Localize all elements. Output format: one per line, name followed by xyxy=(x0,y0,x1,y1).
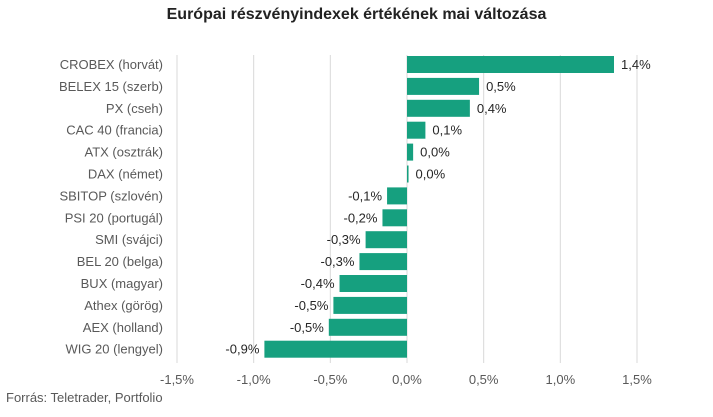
category-label: PX (cseh) xyxy=(106,101,163,116)
category-label: WIG 20 (lengyel) xyxy=(65,342,163,357)
bar xyxy=(407,99,470,117)
category-label: BELEX 15 (szerb) xyxy=(59,79,163,94)
x-tick-label: 1,5% xyxy=(622,372,652,387)
x-tick-label: -1,0% xyxy=(237,372,271,387)
data-label: 0,5% xyxy=(486,79,516,94)
chart-title: Európai részvényindexek értékének mai vá… xyxy=(166,6,547,23)
data-label: 0,4% xyxy=(477,101,507,116)
category-label: SBITOP (szlovén) xyxy=(59,188,163,203)
bar xyxy=(407,165,409,183)
source-note: Forrás: Teletrader, Portfolio xyxy=(6,390,163,405)
x-tick-label: 0,5% xyxy=(469,372,499,387)
bar xyxy=(339,275,407,292)
data-label: -0,4% xyxy=(301,276,335,291)
bar xyxy=(333,296,407,314)
category-label: AEX (holland) xyxy=(83,320,163,335)
data-label: 0,0% xyxy=(420,145,450,160)
bar xyxy=(359,253,407,271)
data-label: 0,1% xyxy=(432,123,462,138)
data-label: -0,5% xyxy=(294,298,328,313)
category-label: CAC 40 (francia) xyxy=(66,123,163,138)
category-label: CROBEX (horvát) xyxy=(60,57,163,72)
x-tick-label: -1,5% xyxy=(160,372,194,387)
data-label: 1,4% xyxy=(621,57,651,72)
x-tick-label: 1,0% xyxy=(546,372,576,387)
bar xyxy=(264,340,407,358)
category-label: DAX (német) xyxy=(88,167,163,182)
data-label: -0,3% xyxy=(327,232,361,247)
x-tick-label: -0,5% xyxy=(313,372,347,387)
data-label: -0,3% xyxy=(320,254,354,269)
data-label: 0,0% xyxy=(416,167,446,182)
bar xyxy=(382,209,407,227)
bar xyxy=(328,318,407,336)
data-label: -0,5% xyxy=(290,320,324,335)
x-tick-label: 0,0% xyxy=(392,372,422,387)
category-label: ATX (osztrák) xyxy=(85,145,164,160)
data-label: -0,9% xyxy=(225,342,259,357)
category-label: BEL 20 (belga) xyxy=(77,254,163,269)
data-label: -0,2% xyxy=(343,210,377,225)
data-label: -0,1% xyxy=(348,188,382,203)
category-label: BUX (magyar) xyxy=(81,276,163,291)
bar xyxy=(407,143,414,161)
category-label: SMI (svájci) xyxy=(95,232,163,247)
bar xyxy=(407,121,426,139)
bar xyxy=(407,56,614,73)
bar xyxy=(365,231,407,249)
bar xyxy=(407,77,480,95)
category-label: PSI 20 (portugál) xyxy=(65,210,163,225)
bar xyxy=(387,187,407,205)
category-label: Athex (görög) xyxy=(84,298,163,313)
